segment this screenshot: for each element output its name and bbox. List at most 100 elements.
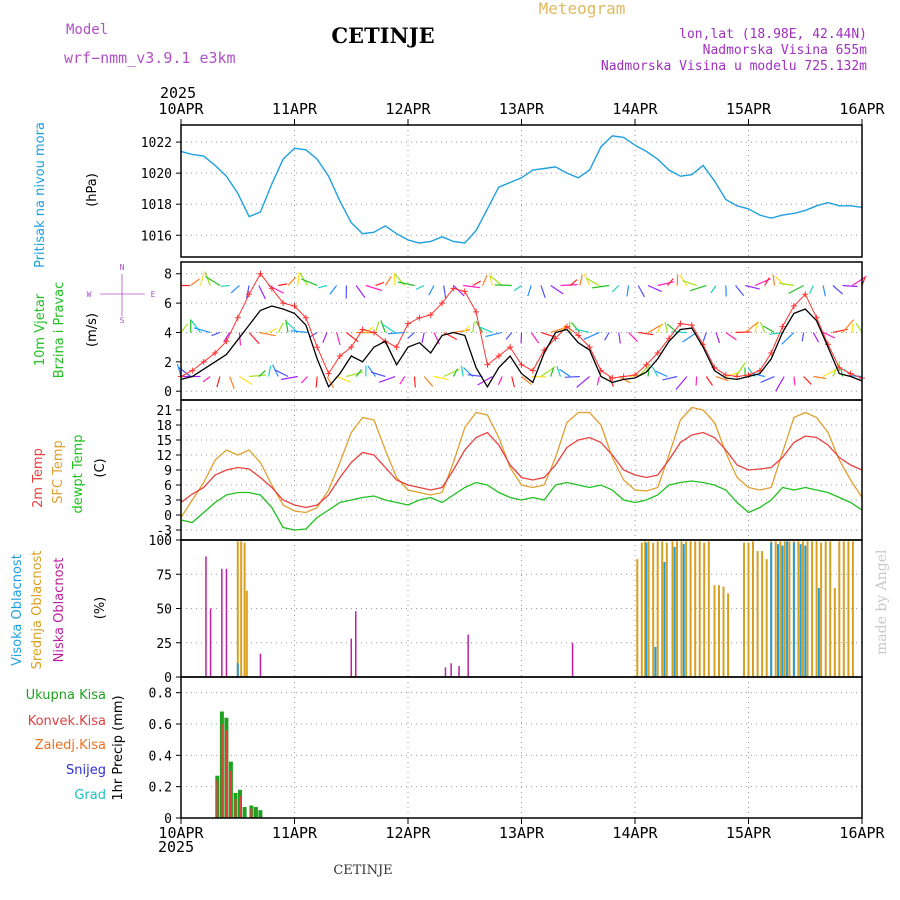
wind-arrow: [375, 281, 385, 287]
wind-arrow: [583, 273, 591, 286]
wind-arrow: [842, 319, 855, 333]
cloud-bar: [458, 666, 460, 677]
wind-arrow: [832, 285, 843, 295]
wind-arrow: [764, 277, 770, 286]
y-tick-label: 50: [156, 603, 172, 618]
gust-marker: [473, 308, 480, 315]
wind-arrow: [336, 332, 341, 346]
cloud-bar: [713, 585, 716, 677]
wind-arrow: [540, 285, 546, 298]
wind-arrow: [346, 371, 363, 378]
cloud-bar: [444, 667, 447, 677]
cloud-bar: [797, 541, 800, 677]
wind-arrow: [585, 277, 600, 287]
wind-arrow: [842, 284, 858, 288]
wind-arrow: [278, 283, 288, 287]
cloud-bar: [661, 541, 664, 677]
wind-arrow: [199, 272, 205, 286]
wind-arrow: [423, 376, 434, 387]
gust-marker: [632, 372, 638, 379]
cloud-bar: [752, 541, 754, 677]
wind-arrow: [715, 332, 721, 344]
sfc-temp-label: SFC Temp: [51, 440, 66, 504]
wind-arrow: [223, 332, 231, 343]
wind-arrow: [809, 285, 814, 294]
gust-marker: [200, 358, 207, 365]
cloud-bar: [350, 638, 352, 677]
cloud-bar: [652, 542, 655, 677]
cloud-bar: [673, 546, 676, 677]
gust-marker: [654, 350, 661, 357]
wind-arrow: [355, 369, 363, 377]
cloud-bar: [671, 541, 674, 677]
hail-label: Grad: [74, 788, 106, 803]
wind-arrow: [258, 370, 266, 377]
gust-marker: [325, 370, 332, 377]
gust-marker: [189, 367, 196, 374]
gust-marker: [734, 373, 741, 380]
wind-arrow: [367, 365, 377, 377]
wind-arrow: [832, 360, 841, 377]
panel-frame: [180, 124, 863, 258]
y-tick-label: 2: [164, 356, 172, 371]
wind-arrow: [467, 374, 483, 378]
cloud-bar: [722, 586, 725, 677]
cloud-bar: [815, 541, 818, 677]
gust-marker: [291, 303, 298, 310]
y-tick-label: 1018: [141, 198, 172, 213]
gust-marker: [722, 372, 729, 379]
wind-arrow: [318, 284, 328, 289]
wind-arrow: [759, 322, 766, 333]
wind-arrow: [705, 376, 713, 386]
cloud-bar: [694, 541, 697, 677]
cloud-bar: [571, 642, 574, 678]
wind-arrow: [384, 275, 392, 286]
cloud-bar: [205, 556, 207, 677]
wind-arrow: [274, 369, 289, 378]
cloud-bar: [355, 611, 357, 677]
wind-arrow: [488, 272, 493, 286]
gust-marker: [405, 320, 411, 327]
wind-arrow: [290, 330, 308, 334]
y-tick-label: 0: [164, 671, 172, 686]
model-name: wrf−nmm_v3.9.1 e3km: [64, 49, 236, 67]
cloud-bar: [838, 541, 841, 677]
wind-arrow: [285, 319, 289, 333]
cloud-bar: [802, 541, 804, 677]
wind-arrow: [574, 328, 590, 334]
freeze-rain-label: Zaledj.Kisa: [35, 738, 106, 753]
gust-marker: [586, 344, 593, 351]
compass-s: S: [120, 316, 125, 325]
wind-arrow: [365, 284, 383, 292]
wind-ylabel: (m/s): [85, 313, 100, 347]
wind-arrow: [611, 285, 620, 293]
y-tick-label: 0.6: [149, 718, 172, 733]
product-title: Meteogram: [539, 0, 626, 18]
cloud-bar: [703, 542, 706, 677]
wind-arrow: [676, 274, 679, 286]
gust-marker: [280, 300, 287, 307]
y-tick-label: 0.2: [149, 781, 172, 796]
wind-arrow: [239, 376, 253, 386]
wind-arrow: [855, 322, 863, 333]
wind-arrow: [472, 321, 475, 333]
wind-arrow: [596, 376, 600, 386]
gust-marker: [779, 323, 786, 330]
cloud-bar: [676, 541, 678, 677]
gust-marker: [348, 344, 355, 351]
cloud-bar: [689, 541, 692, 677]
cloud-bar: [450, 663, 452, 677]
gust-marker: [620, 373, 627, 380]
wind-title-line1: 10m Vjetar: [33, 293, 48, 366]
cloud-bar: [847, 541, 850, 677]
wind-arrow: [485, 331, 503, 338]
wind-arrow: [322, 332, 328, 343]
total-rain-bar: [253, 807, 258, 818]
gust-marker: [393, 344, 400, 351]
temp-ylabel: (C): [93, 458, 108, 477]
gust-marker: [529, 367, 536, 374]
x-tick-label-bottom: 15APR: [726, 824, 772, 842]
cloud-bar: [236, 541, 239, 677]
wind-arrow: [211, 331, 221, 337]
wind-arrow: [666, 278, 674, 286]
